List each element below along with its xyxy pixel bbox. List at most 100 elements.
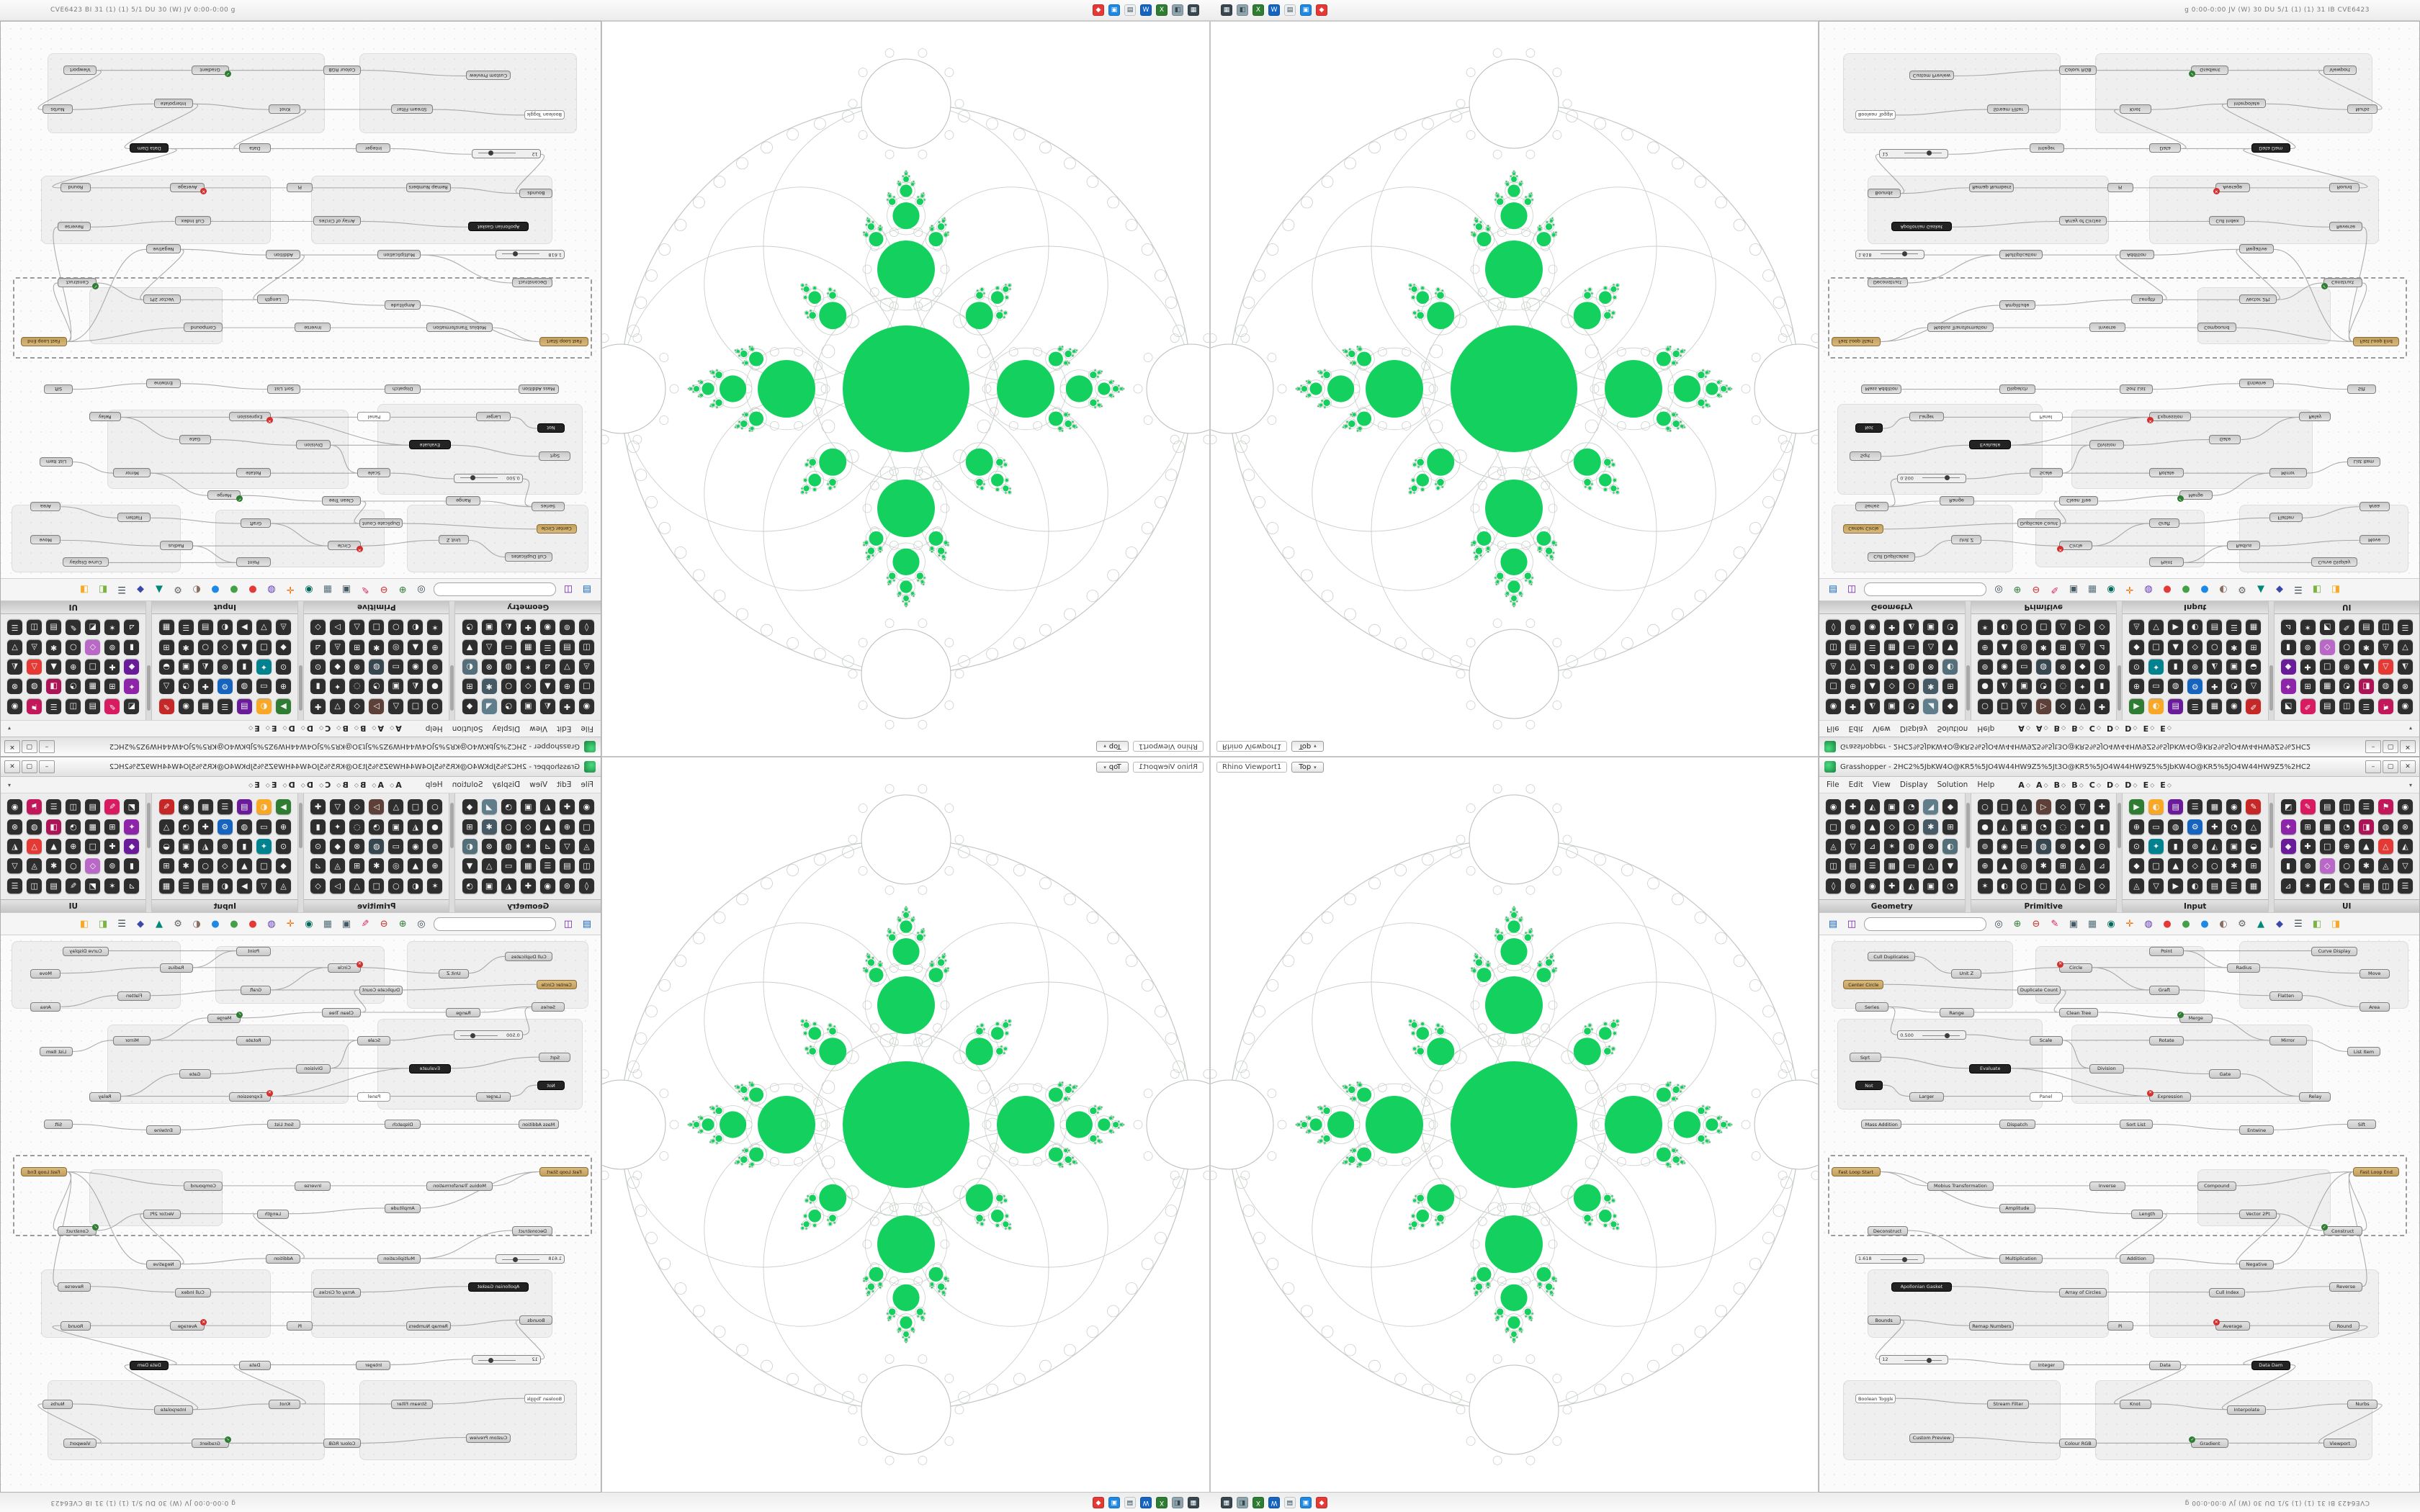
component-icon[interactable]: ✚: [2300, 660, 2316, 675]
node-negative[interactable]: Negative: [2239, 244, 2275, 254]
component-icon[interactable]: ◉: [1865, 878, 1881, 894]
component-icon[interactable]: □: [578, 819, 594, 834]
maximize-button[interactable]: ▢: [22, 760, 37, 773]
node-length[interactable]: Length: [256, 1209, 289, 1219]
component-icon[interactable]: ◫: [2339, 799, 2354, 815]
component-icon[interactable]: ◆: [462, 698, 478, 714]
component-icon[interactable]: △: [2016, 698, 2032, 714]
component-icon[interactable]: ◍: [501, 660, 516, 675]
component-tab-5[interactable]: D ◇: [2107, 724, 2119, 734]
node-12[interactable]: 12: [471, 149, 541, 159]
node-remap-numbers[interactable]: Remap Numbers: [405, 1321, 451, 1331]
node-scale[interactable]: Scale: [2029, 468, 2063, 478]
node-fast-loop-end[interactable]: Fast Loop End: [2353, 1167, 2400, 1177]
component-icon[interactable]: ◐: [217, 878, 233, 894]
component-icon[interactable]: ⊿: [1865, 660, 1881, 675]
node-0-500[interactable]: 0.500: [453, 473, 523, 483]
component-icon[interactable]: ▭: [1904, 858, 1919, 874]
component-icon[interactable]: ▭: [2016, 838, 2032, 854]
node-vector-2pt[interactable]: Vector 2Pt: [143, 294, 181, 305]
component-icon[interactable]: ◉: [7, 698, 23, 714]
node-clean-tree[interactable]: Clean Tree: [321, 1008, 361, 1017]
node-fast-loop-end[interactable]: Fast Loop End: [20, 1167, 67, 1177]
node-sort-list[interactable]: Sort List: [2119, 384, 2153, 394]
viewport-name[interactable]: Rhino Viewport1: [1132, 762, 1204, 773]
node-evaluate[interactable]: Evaluate: [1969, 440, 2012, 450]
node-colour-rgb[interactable]: Colour RGB: [2059, 65, 2097, 75]
node-cull-duplicates[interactable]: Cull Duplicates: [505, 552, 553, 562]
component-icon[interactable]: ◔: [66, 679, 81, 695]
component-icon[interactable]: ◉: [2397, 698, 2413, 714]
node-deconstruct[interactable]: Deconstruct: [512, 277, 553, 287]
taskbar-app-gray[interactable]: ◧: [1172, 1497, 1183, 1508]
taskbar-app-light[interactable]: ▤: [1284, 1497, 1296, 1508]
component-icon[interactable]: △: [2055, 878, 2071, 894]
node-knot[interactable]: Knot: [269, 104, 301, 114]
list-icon[interactable]: ☰: [117, 918, 126, 930]
component-icon[interactable]: ✱: [178, 639, 194, 655]
component-icon[interactable]: ⊞: [158, 858, 174, 874]
component-icon[interactable]: ✦: [2074, 819, 2090, 834]
node-knot[interactable]: Knot: [2119, 104, 2151, 114]
component-icon[interactable]: ◫: [27, 620, 42, 636]
component-icon[interactable]: ◐: [217, 620, 233, 636]
node-dispatch[interactable]: Dispatch: [1999, 384, 2035, 394]
rhino-viewport[interactable]: Rhino Viewport1 Top ▾: [601, 757, 1210, 1493]
preview-wire-icon[interactable]: ◉: [305, 918, 313, 930]
component-icon[interactable]: ◔: [462, 878, 478, 894]
component-icon[interactable]: ◬: [275, 620, 291, 636]
node-length[interactable]: Length: [2131, 294, 2164, 305]
preview-wire-icon[interactable]: ◉: [2107, 584, 2115, 595]
component-icon[interactable]: ✎: [2246, 698, 2262, 714]
node-not[interactable]: Not: [1855, 1081, 1883, 1091]
node-negative[interactable]: Negative: [145, 1259, 181, 1269]
component-icon[interactable]: ◐: [1996, 878, 2012, 894]
camera-icon[interactable]: ▣: [2069, 584, 2079, 595]
node-average[interactable]: Average ✕: [170, 1319, 207, 1331]
node-integer[interactable]: Integer: [356, 1360, 391, 1370]
component-icon[interactable]: ⊞: [1942, 679, 1958, 695]
node-12[interactable]: 12: [1879, 1354, 1949, 1364]
node-bounds[interactable]: Bounds: [1867, 1315, 1901, 1326]
component-icon[interactable]: ◍: [236, 679, 252, 695]
component-icon[interactable]: ▷: [369, 799, 385, 815]
taskbar-app-blue[interactable]: ▣: [1108, 1497, 1120, 1508]
node-mass-addition[interactable]: Mass Addition: [518, 384, 559, 394]
node-mobius-transformation[interactable]: Mobius Transformation: [426, 1181, 493, 1191]
component-icon[interactable]: ▲: [1865, 819, 1881, 834]
component-icon[interactable]: ◌: [349, 679, 365, 695]
component-icon[interactable]: ☰: [2226, 878, 2242, 894]
component-icon[interactable]: ◉: [1826, 799, 1842, 815]
component-icon[interactable]: ▣: [520, 799, 536, 815]
component-icon[interactable]: ●: [1977, 679, 1993, 695]
node-circle[interactable]: Circle ✕: [2057, 960, 2093, 973]
component-icon[interactable]: ▦: [85, 819, 101, 834]
palette-scrollbar[interactable]: [2267, 601, 2275, 720]
component-icon[interactable]: ⊚: [2300, 639, 2316, 655]
component-icon[interactable]: ⊗: [349, 838, 365, 854]
component-icon[interactable]: △: [2378, 838, 2393, 854]
component-icon[interactable]: ⊚: [217, 660, 233, 675]
component-icon[interactable]: ◉: [578, 799, 594, 815]
node-radius[interactable]: Radius: [159, 963, 193, 973]
sketch-icon[interactable]: ✎: [2051, 584, 2059, 595]
component-icon[interactable]: ▤: [559, 639, 575, 655]
node-unit-z[interactable]: Unit Z: [1951, 535, 1982, 545]
component-icon[interactable]: ◒: [158, 838, 174, 854]
component-icon[interactable]: ⊞: [462, 679, 478, 695]
component-icon[interactable]: ▮: [2168, 838, 2184, 854]
component-icon[interactable]: ▤: [2358, 620, 2374, 636]
node-integer[interactable]: Integer: [356, 143, 391, 153]
node-reverse[interactable]: Reverse: [2329, 222, 2363, 232]
node-sqrt[interactable]: Sqrt: [539, 1053, 571, 1063]
menu-solution[interactable]: Solution: [452, 724, 483, 733]
solid-icon[interactable]: ◆: [2276, 918, 2283, 930]
split-icon[interactable]: ◧: [98, 584, 108, 595]
node-list-item[interactable]: List Item: [2347, 1047, 2381, 1057]
component-icon[interactable]: ▤: [236, 799, 252, 815]
component-icon[interactable]: ▦: [1884, 639, 1900, 655]
node-scale[interactable]: Scale: [2029, 1035, 2063, 1045]
component-icon[interactable]: ⊚: [2187, 838, 2203, 854]
node-gate[interactable]: Gate: [179, 1069, 211, 1079]
